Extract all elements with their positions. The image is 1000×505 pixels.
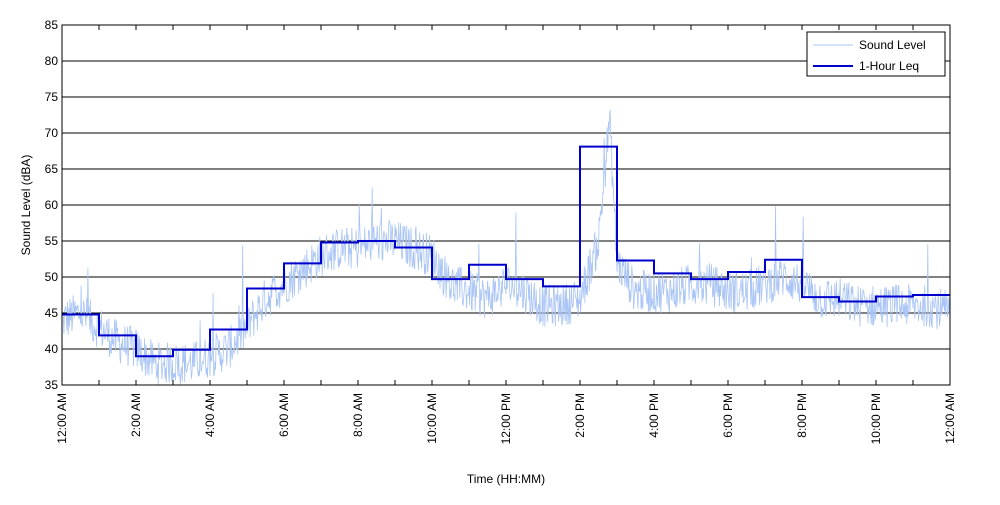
x-tick-label: 12:00 AM [55,393,69,444]
x-tick-label: 10:00 PM [869,393,883,444]
y-tick-label: 55 [45,234,59,248]
legend-box [806,31,946,77]
y-tick-label: 85 [45,18,59,32]
x-tick-label: 8:00 AM [351,393,365,437]
y-axis-ticks: 35 40 45 50 55 60 65 70 75 80 85 [45,18,67,392]
y-tick-label: 60 [45,198,59,212]
x-tick-label: 2:00 PM [573,393,587,438]
x-tick-label: 12:00 PM [499,393,513,444]
x-tick-label: 6:00 PM [721,393,735,438]
y-tick-label: 35 [45,378,59,392]
x-axis-label: Time (HH:MM) [467,472,545,486]
x-tick-label: 4:00 AM [203,393,217,437]
x-tick-label: 2:00 AM [129,393,143,437]
y-tick-label: 80 [45,54,59,68]
y-tick-label: 75 [45,90,59,104]
leq-step-line [62,145,950,358]
x-axis-ticks: 12:00 AM 2:00 AM 4:00 AM 6:00 AM 8:00 AM 10:0… [55,25,957,444]
x-tick-label: 10:00 AM [425,393,439,444]
y-tick-label: 40 [45,342,59,356]
x-tick-label: 4:00 PM [647,393,661,438]
y-axis-label: Sound Level (dBA) [19,155,33,256]
x-tick-label: 8:00 PM [795,393,809,438]
y-tick-label: 65 [45,162,59,176]
leq-series [62,145,950,358]
y-tick-label: 45 [45,306,59,320]
legend-label-sound-level: Sound Level [859,38,926,52]
legend: Sound Level 1-Hour Leq [806,31,946,77]
x-tick-label: 12:00 AM [943,393,957,444]
x-tick-label: 6:00 AM [277,393,291,437]
legend-label-leq: 1-Hour Leq [859,59,919,73]
y-tick-label: 50 [45,270,59,284]
y-tick-label: 70 [45,126,59,140]
